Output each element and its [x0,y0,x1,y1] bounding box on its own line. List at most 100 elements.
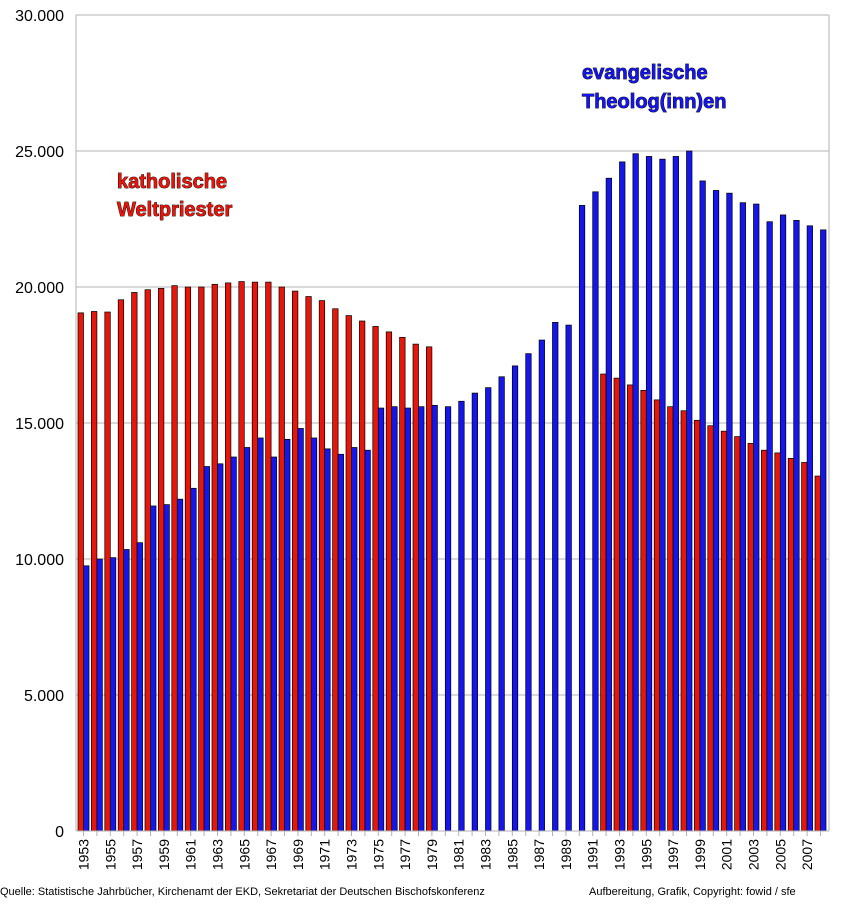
bar-1988-s2 [552,322,559,832]
bar-1960-s2 [176,498,184,832]
bar-1980-s2 [444,406,452,832]
bar-1998-s1 [680,410,687,832]
bar-1999-s1 [694,419,701,832]
bar-2002-s1 [734,436,741,832]
bar-1981-s2 [458,400,465,832]
y-tick-label: 25.000 [15,144,64,161]
bar-1993-s2 [619,161,626,832]
bar-1954-s1 [91,311,98,832]
y-tick-label: 30.000 [15,8,64,25]
x-tick-label: 1999 [692,839,708,870]
bar-1998-s2 [686,150,693,832]
x-tick-label: 1993 [612,839,628,870]
bar-1966-s2 [257,437,264,832]
bar-2008-s2 [820,229,827,832]
x-tick-label: 2005 [772,839,788,870]
annotation-evangelisch: evangelische Theolog(inn)en [582,62,727,114]
bar-1956-s2 [123,549,130,832]
x-tick-label: 2007 [799,839,815,870]
bar-1995-s2 [645,156,653,832]
bar-1990-s2 [578,205,586,832]
bar-1972-s2 [337,453,344,832]
x-tick-label: 2001 [719,839,735,870]
bar-1968-s1 [278,286,285,832]
bar-1989-s2 [565,324,572,832]
bar-1963-s1 [211,283,218,832]
source-note: Quelle: Statistische Jahrbücher, Kirchen… [0,886,485,898]
y-tick-label: 20.000 [15,280,64,297]
bar-2006-s2 [793,220,800,832]
x-tick-label: 1991 [585,839,601,870]
y-tick-label: 10.000 [15,552,64,569]
bar-1969-s2 [297,428,304,832]
bar-2007-s2 [806,225,813,832]
bar-1978-s1 [412,343,419,832]
x-tick-label: 1979 [424,839,440,870]
bar-2007-s1 [801,462,808,832]
annotation-katholisch: katholische Weltpriester [117,171,233,222]
x-tick-label: 1983 [478,839,494,870]
bar-1956-s1 [117,299,125,832]
bar-1997-s2 [672,156,679,832]
x-tick-label: 1989 [558,839,574,870]
bar-1957-s2 [136,542,143,832]
bar-1974-s2 [364,449,371,832]
bar-1973-s2 [351,447,358,832]
bar-1964-s1 [225,282,232,832]
x-tick-label: 1961 [183,839,199,870]
bar-2000-s1 [707,425,714,832]
annotation-katholisch-line2: Weltpriester [117,199,232,221]
bar-1992-s1 [600,373,607,832]
annotation-evangelisch-line2: Theolog(inn)en [582,91,726,113]
bar-2004-s2 [766,221,773,832]
bar-1996-s1 [653,399,661,832]
bar-1977-s2 [404,407,411,832]
bar-1967-s2 [270,456,277,832]
bar-1978-s2 [418,406,425,832]
bar-1961-s2 [190,487,197,832]
bar-1968-s2 [284,438,291,832]
bar-1954-s2 [96,558,103,832]
bar-1984-s2 [498,376,505,832]
y-tick-label: 0 [55,824,64,841]
bar-1996-s2 [659,158,666,832]
annotation-evangelisch-line1: evangelische [582,62,708,84]
bar-2000-s2 [712,190,720,832]
axes [75,15,830,836]
annotation-katholisch-line1: katholische [117,171,227,193]
bar-1994-s2 [632,153,639,832]
bar-1994-s1 [627,384,634,832]
bar-1962-s1 [198,286,205,832]
bar-1979-s2 [431,404,438,832]
bar-1971-s1 [318,300,326,832]
bar-1970-s1 [305,296,312,832]
bar-1953-s2 [83,565,90,832]
x-tick-label: 1987 [531,839,547,870]
bar-1995-s1 [640,390,647,832]
y-tick-label: 15.000 [15,416,64,433]
x-tick-label: 2003 [746,839,762,870]
bar-2004-s1 [761,449,768,832]
x-tick-label: 1975 [370,839,386,870]
bar-1958-s2 [150,505,157,832]
x-tick-label: 1953 [76,839,92,870]
bar-1960-s1 [171,285,178,832]
bar-1963-s2 [217,463,224,832]
bar-1983-s2 [485,387,492,832]
y-tick-labels: 0 5.000 10.000 15.000 20.000 25.000 30.000 [15,8,64,841]
bar-1959-s2 [163,504,170,832]
bar-1987-s2 [538,339,545,832]
x-tick-label: 1997 [665,839,681,870]
bars [77,150,827,832]
bar-1971-s2 [324,448,331,832]
x-tick-label: 1977 [397,839,413,870]
x-tick-label: 1995 [638,839,654,870]
bar-1957-s1 [131,292,138,832]
bar-1959-s1 [158,288,165,832]
bar-2006-s1 [787,458,795,832]
bar-2008-s1 [814,475,821,832]
bar-1975-s1 [372,326,379,832]
bar-1972-s1 [332,308,339,832]
bar-1986-s2 [525,353,532,832]
x-tick-label: 1955 [102,839,118,870]
